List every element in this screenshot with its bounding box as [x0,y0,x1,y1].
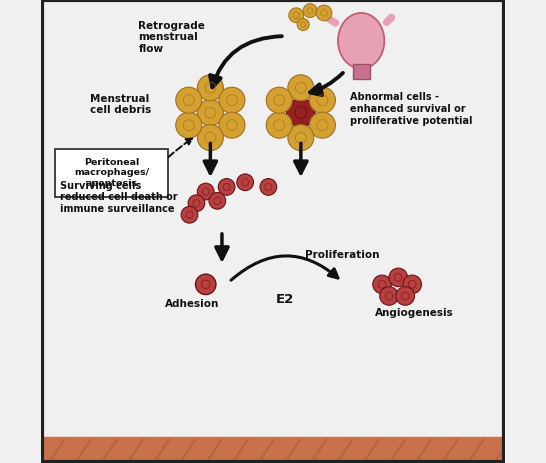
Circle shape [266,113,292,139]
Text: Menstrual
cell debris: Menstrual cell debris [90,94,151,115]
Text: Angiogenesis: Angiogenesis [375,307,454,318]
Bar [41,438,505,463]
Circle shape [260,179,277,196]
Circle shape [197,100,223,126]
Circle shape [188,195,205,212]
Circle shape [389,269,407,287]
Circle shape [219,88,245,114]
Circle shape [373,275,391,294]
Circle shape [288,75,314,101]
Text: Peritoneal
macrophages/
apoptosis: Peritoneal macrophages/ apoptosis [74,157,149,187]
Circle shape [396,287,414,306]
Circle shape [218,179,235,196]
Circle shape [176,113,202,139]
Circle shape [403,275,422,294]
FancyArrowPatch shape [310,74,343,96]
Circle shape [197,184,214,200]
Circle shape [266,88,292,114]
Ellipse shape [338,14,384,69]
Circle shape [181,207,198,224]
Text: Retrograde
menstrual
flow: Retrograde menstrual flow [139,21,205,54]
FancyArrowPatch shape [386,18,391,24]
Circle shape [303,5,317,19]
Circle shape [219,113,245,139]
FancyArrowPatch shape [168,139,192,158]
Circle shape [297,19,309,31]
Text: E2: E2 [276,292,294,305]
FancyBboxPatch shape [55,150,168,197]
Circle shape [176,88,202,114]
Text: Abnormal cells -
enhanced survival or
proliferative potential: Abnormal cells - enhanced survival or pr… [349,92,472,125]
Circle shape [237,175,253,191]
Circle shape [289,9,304,24]
Circle shape [195,275,216,295]
Text: Adhesion: Adhesion [164,298,219,308]
Circle shape [316,6,332,22]
Circle shape [379,287,398,306]
Circle shape [209,193,225,210]
Circle shape [310,113,335,139]
Circle shape [287,99,315,128]
Bar [353,65,370,80]
Circle shape [288,125,314,151]
FancyArrowPatch shape [322,15,336,24]
Circle shape [197,75,223,101]
Text: Surviving cells
reduced cell death or
immune surveillance: Surviving cells reduced cell death or im… [60,180,177,213]
FancyArrowPatch shape [231,257,338,281]
FancyArrowPatch shape [210,37,282,88]
Circle shape [197,125,223,151]
Circle shape [310,88,335,114]
Text: Proliferation: Proliferation [305,250,380,260]
